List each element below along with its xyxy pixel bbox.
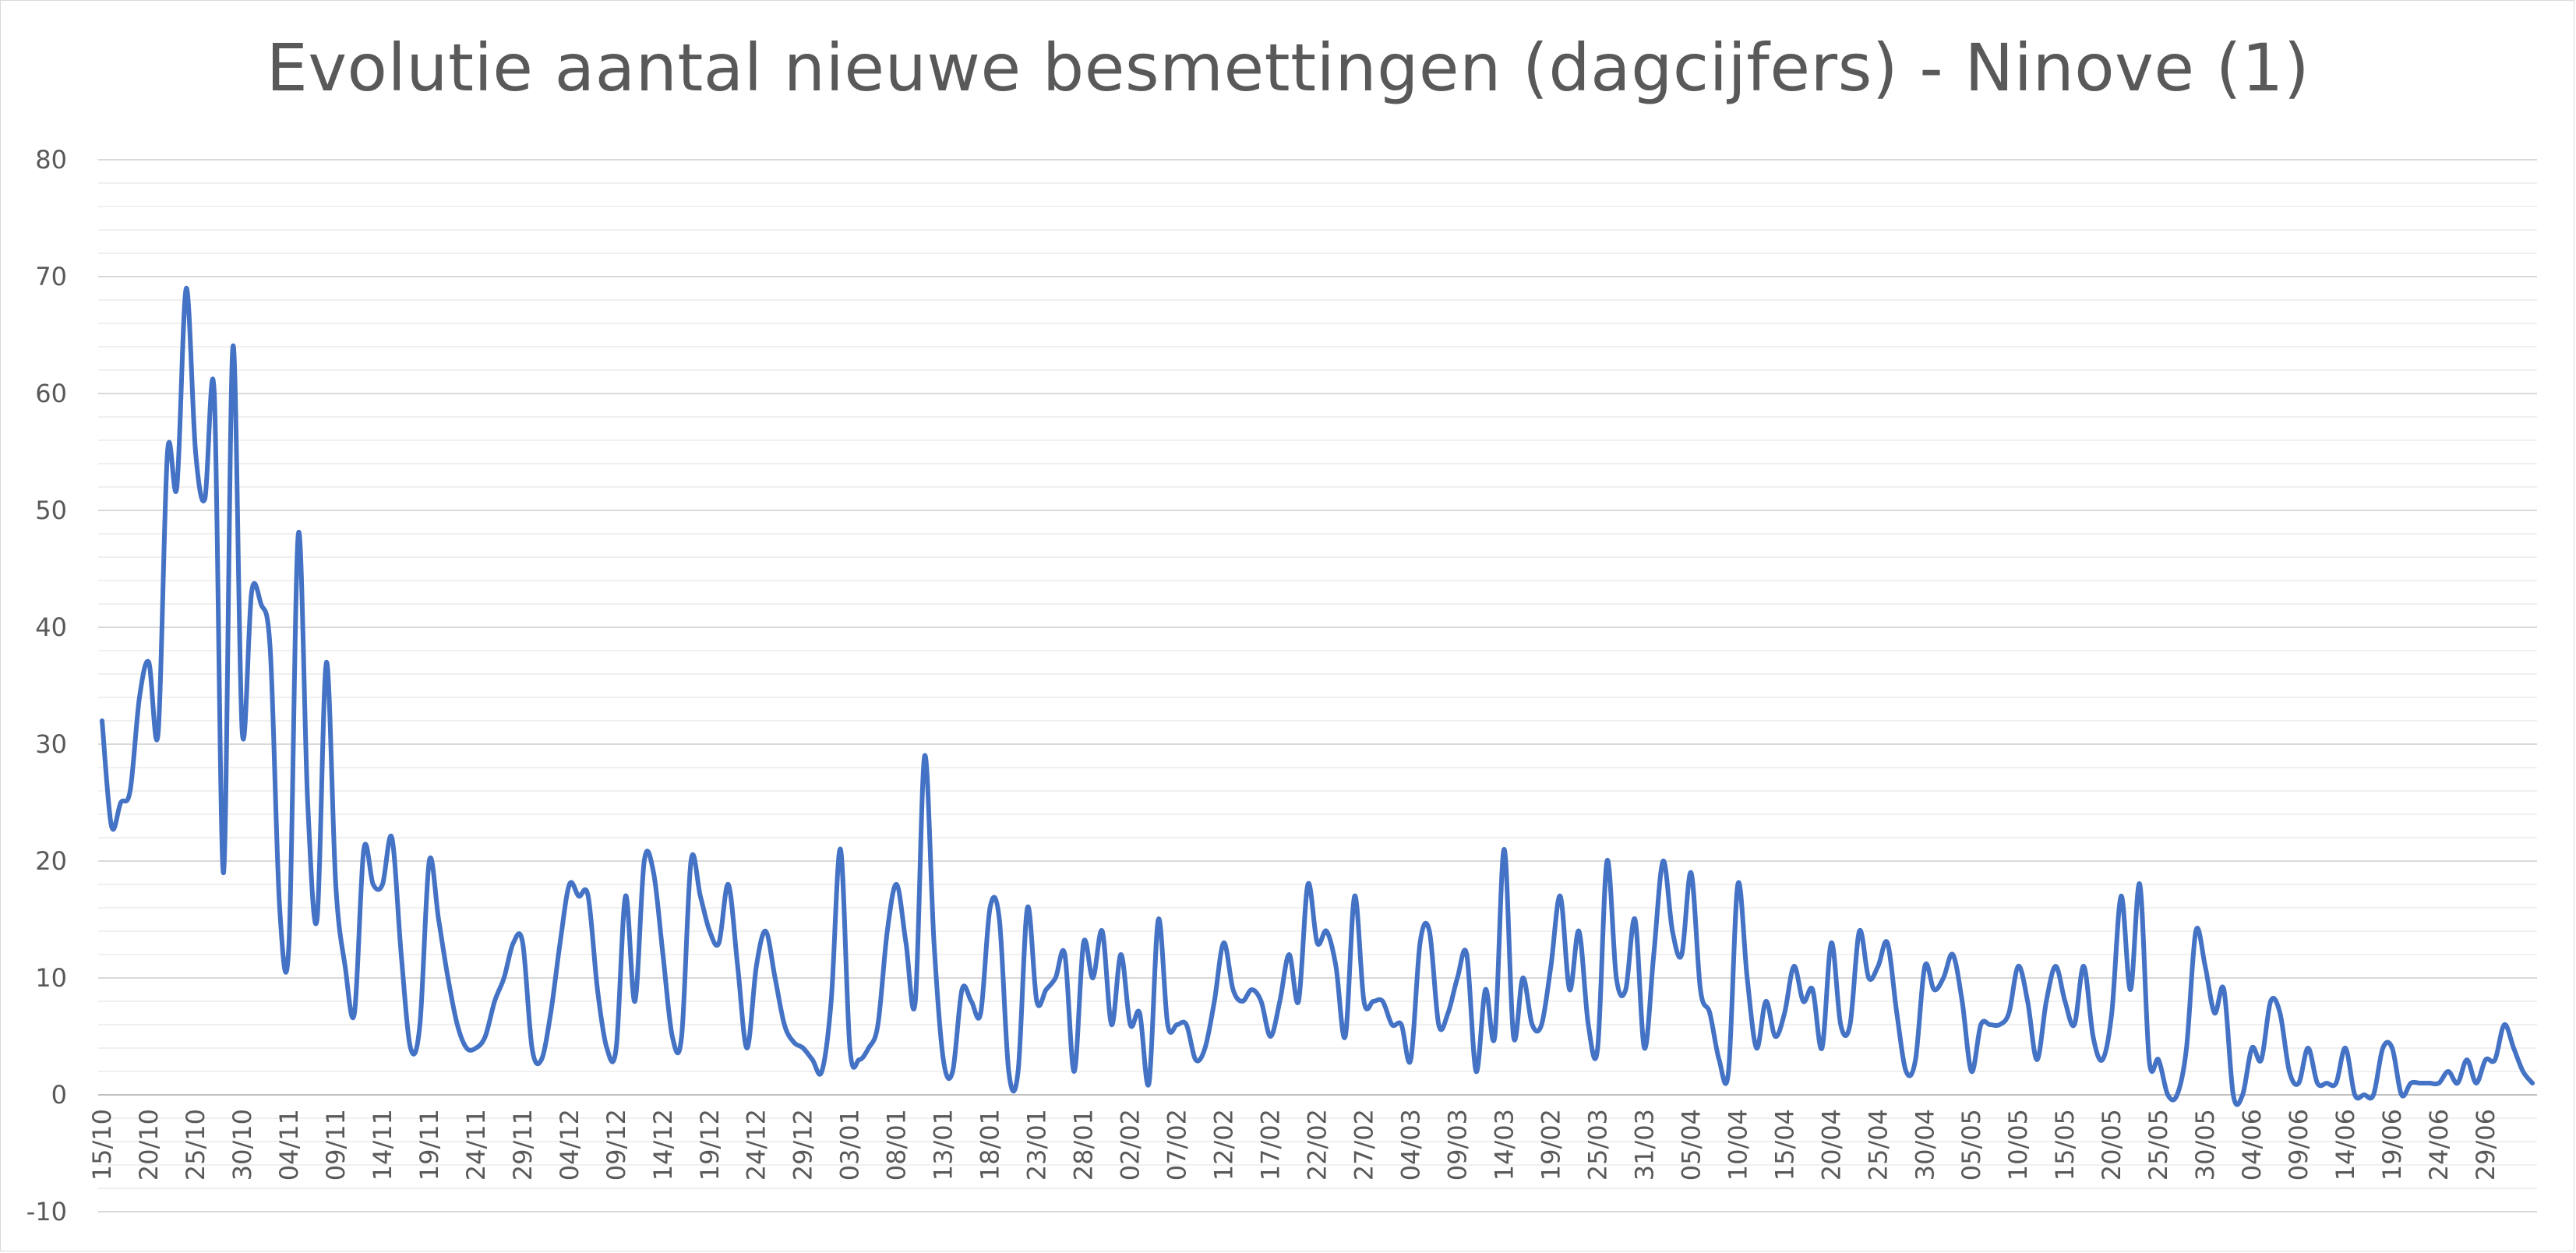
y-tick-label: 60 xyxy=(35,379,67,408)
x-tick-label: 18/01 xyxy=(976,1109,1005,1181)
x-tick-label: 25/10 xyxy=(181,1109,210,1181)
y-tick-label: 50 xyxy=(35,496,67,525)
major-gridlines xyxy=(98,159,2537,1212)
x-tick-label: 02/02 xyxy=(1116,1109,1145,1181)
y-tick-label: 70 xyxy=(35,262,67,291)
chart-title: Evolutie aantal nieuwe besmettingen (dag… xyxy=(266,30,2310,106)
x-tick-label: 04/03 xyxy=(1396,1109,1425,1181)
x-tick-label: 23/01 xyxy=(1022,1109,1052,1181)
x-tick-label: 30/10 xyxy=(228,1109,257,1181)
y-tick-label: -10 xyxy=(26,1197,67,1227)
y-tick-label: 80 xyxy=(35,145,67,175)
x-tick-label: 25/05 xyxy=(2144,1109,2173,1181)
x-tick-label: 08/01 xyxy=(882,1109,912,1181)
x-tick-label: 09/12 xyxy=(602,1109,631,1181)
x-tick-label: 14/11 xyxy=(368,1109,397,1181)
x-tick-label: 25/04 xyxy=(1863,1109,1893,1181)
x-tick-label: 19/11 xyxy=(415,1109,444,1181)
x-tick-label: 04/12 xyxy=(555,1109,584,1181)
x-tick-label: 04/06 xyxy=(2237,1109,2267,1181)
y-tick-label: 30 xyxy=(35,729,67,759)
series-line xyxy=(100,285,2535,1107)
x-tick-label: 19/12 xyxy=(695,1109,725,1181)
x-tick-label: 05/04 xyxy=(1676,1109,1706,1181)
x-tick-label: 12/02 xyxy=(1209,1109,1239,1181)
x-tick-label: 09/06 xyxy=(2284,1109,2313,1181)
x-axis-tick-labels: 15/10 20/10 25/10 30/10 04/11 09/11 14/11 19/11… xyxy=(87,1109,2500,1181)
x-tick-label: 15/05 xyxy=(2050,1109,2080,1181)
x-tick-label: 29/06 xyxy=(2471,1109,2500,1181)
x-tick-label: 28/01 xyxy=(1069,1109,1099,1181)
minor-gridlines xyxy=(98,182,2537,1189)
x-tick-label: 31/03 xyxy=(1629,1109,1659,1181)
x-tick-label: 17/02 xyxy=(1256,1109,1286,1181)
x-tick-label: 04/11 xyxy=(274,1109,304,1181)
series-group xyxy=(100,285,2535,1107)
x-tick-label: 15/04 xyxy=(1770,1109,1799,1181)
y-tick-label: 0 xyxy=(51,1080,67,1110)
y-tick-label: 40 xyxy=(35,612,67,642)
x-tick-label: 29/12 xyxy=(789,1109,818,1181)
x-tick-label: 10/05 xyxy=(2003,1109,2033,1181)
y-tick-label: 20 xyxy=(35,846,67,876)
x-tick-label: 03/01 xyxy=(835,1109,865,1181)
x-tick-label: 10/04 xyxy=(1723,1109,1752,1181)
y-tick-label: 10 xyxy=(35,963,67,993)
x-tick-label: 30/05 xyxy=(2190,1109,2220,1181)
x-tick-label: 20/10 xyxy=(134,1109,164,1181)
x-tick-label: 05/05 xyxy=(1957,1109,1986,1181)
x-tick-label: 14/06 xyxy=(2331,1109,2360,1181)
x-tick-label: 24/11 xyxy=(461,1109,491,1181)
x-tick-label: 22/02 xyxy=(1303,1109,1332,1181)
x-tick-label: 14/12 xyxy=(648,1109,678,1181)
x-tick-label: 09/11 xyxy=(321,1109,351,1181)
x-tick-label: 14/03 xyxy=(1489,1109,1519,1181)
x-tick-label: 13/01 xyxy=(929,1109,958,1181)
x-tick-label: 30/04 xyxy=(1910,1109,1939,1181)
x-tick-label: 20/04 xyxy=(1816,1109,1846,1181)
x-tick-label: 25/03 xyxy=(1583,1109,1612,1181)
x-tick-label: 07/02 xyxy=(1163,1109,1192,1181)
x-tick-label: 29/11 xyxy=(508,1109,538,1181)
x-tick-label: 15/10 xyxy=(87,1109,117,1181)
x-tick-label: 19/02 xyxy=(1536,1109,1565,1181)
x-tick-label: 09/03 xyxy=(1442,1109,1472,1181)
x-tick-label: 24/12 xyxy=(742,1109,771,1181)
x-tick-label: 19/06 xyxy=(2377,1109,2407,1181)
y-axis-tick-labels: -10 0 10 20 30 40 50 60 70 80 xyxy=(26,145,67,1227)
x-tick-label: 20/05 xyxy=(2097,1109,2126,1181)
x-tick-label: 27/02 xyxy=(1349,1109,1378,1181)
x-tick-label: 24/06 xyxy=(2424,1109,2454,1181)
